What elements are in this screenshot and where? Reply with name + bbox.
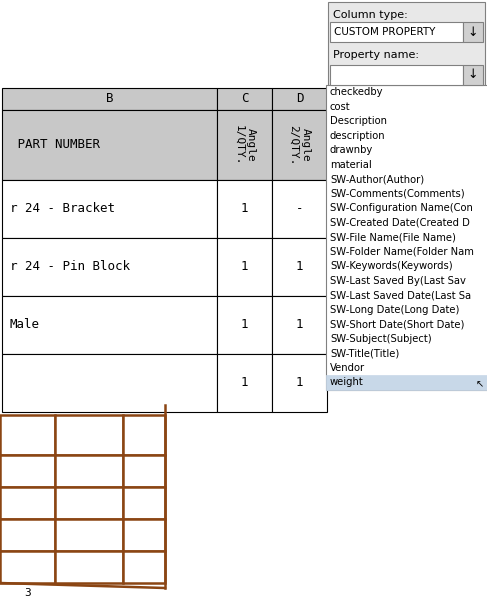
Bar (0, 487, 55, 519)
Text: PART NUMBER: PART NUMBER (10, 139, 100, 151)
Bar (55, 487, 123, 519)
Text: SW-File Name(File Name): SW-File Name(File Name) (330, 232, 456, 242)
Text: 1: 1 (241, 202, 248, 215)
Text: 3: 3 (24, 588, 31, 598)
Text: SW-Author(Author): SW-Author(Author) (330, 174, 424, 184)
Bar (0, 415, 55, 455)
Bar (2, 110, 217, 180)
Bar (272, 238, 327, 296)
Bar (2, 296, 217, 354)
Bar (272, 354, 327, 412)
Text: r 24 - Bracket: r 24 - Bracket (10, 202, 115, 215)
Bar (55, 415, 123, 455)
Text: B: B (106, 92, 113, 106)
Text: weight: weight (330, 377, 364, 387)
Text: C: C (241, 92, 248, 106)
Bar (2, 354, 217, 412)
Bar (123, 455, 165, 487)
Text: SW-Title(Title): SW-Title(Title) (330, 348, 399, 358)
Text: MAI H
4e: MAI H 4e (133, 528, 155, 542)
Text: ngle
/QTY.: ngle /QTY. (12, 424, 43, 446)
Bar (2, 88, 217, 110)
Text: ↓: ↓ (468, 26, 478, 38)
Text: description: description (330, 131, 386, 140)
Text: ↖: ↖ (476, 379, 484, 389)
Text: SW-Created Date(Created D: SW-Created Date(Created D (330, 218, 470, 228)
Text: cost: cost (330, 102, 351, 112)
Bar (463, 65, 483, 85)
Text: SW-Subject(Subject): SW-Subject(Subject) (330, 334, 431, 344)
Bar (55, 551, 123, 583)
Text: SW-Long Date(Long Date): SW-Long Date(Long Date) (330, 305, 459, 315)
Text: 1: 1 (296, 319, 303, 331)
Bar (217, 88, 272, 110)
Bar (2, 180, 217, 238)
Text: material: material (330, 160, 372, 170)
Text: 0.065: 0.065 (71, 528, 107, 542)
Bar (328, 2, 485, 92)
Bar (326, 375, 487, 390)
Bar (0, 519, 55, 551)
Bar (217, 180, 272, 238)
Text: 1: 1 (241, 319, 248, 331)
Text: SW-Folder Name(Folder Nam: SW-Folder Name(Folder Nam (330, 247, 474, 257)
Bar (330, 65, 463, 85)
Text: 1: 1 (296, 376, 303, 390)
Text: 1: 1 (241, 376, 248, 390)
Bar (330, 22, 463, 42)
Bar (123, 551, 165, 583)
Text: 1: 1 (24, 465, 31, 477)
Text: Angle
2/QTY.: Angle 2/QTY. (289, 125, 310, 165)
Text: Property name:: Property name: (333, 50, 419, 60)
Text: checkedby: checkedby (330, 88, 383, 97)
Bar (326, 85, 487, 390)
Text: D: D (296, 92, 303, 106)
Text: 0.030: 0.030 (71, 497, 107, 510)
Text: r 24 - Pin Block: r 24 - Pin Block (10, 260, 130, 274)
Text: SW-Configuration Name(Con: SW-Configuration Name(Con (330, 203, 473, 213)
Bar (272, 296, 327, 354)
Bar (55, 455, 123, 487)
Text: 2: 2 (24, 528, 31, 542)
Text: C.
Dr: C. Dr (139, 421, 149, 441)
Text: Male: Male (10, 319, 40, 331)
Bar (272, 110, 327, 180)
Text: SW-Short Date(Short Date): SW-Short Date(Short Date) (330, 319, 465, 330)
Text: 1: 1 (296, 260, 303, 274)
Bar (2, 238, 217, 296)
Bar (217, 238, 272, 296)
Text: Angle
1/QTY.: Angle 1/QTY. (234, 125, 255, 165)
Text: -: - (296, 202, 303, 215)
Bar (463, 22, 483, 42)
Text: A
DRAW
Align: A DRAW Align (133, 461, 155, 481)
Text: Weight: Weight (69, 430, 109, 440)
Text: Column type:: Column type: (333, 10, 408, 20)
Text: SW-Keywords(Keywords): SW-Keywords(Keywords) (330, 261, 452, 271)
Bar (123, 487, 165, 519)
Text: 1: 1 (241, 260, 248, 274)
Bar (55, 519, 123, 551)
Text: Vendor: Vendor (330, 363, 365, 373)
Bar (123, 415, 165, 455)
Text: 3: 3 (24, 561, 31, 573)
Bar (272, 180, 327, 238)
Bar (217, 110, 272, 180)
Bar (272, 88, 327, 110)
Text: SW-Last Saved Date(Last Sa: SW-Last Saved Date(Last Sa (330, 290, 471, 300)
Text: Description: Description (330, 116, 387, 126)
Bar (123, 519, 165, 551)
Bar (217, 354, 272, 412)
Text: drawnby: drawnby (330, 145, 373, 155)
Text: 1: 1 (24, 497, 31, 510)
Bar (0, 455, 55, 487)
Text: SW-Comments(Comments): SW-Comments(Comments) (330, 188, 465, 199)
Bar (217, 296, 272, 354)
Text: ↓: ↓ (468, 69, 478, 81)
Text: SW-Last Saved By(Last Sav: SW-Last Saved By(Last Sav (330, 276, 466, 286)
Text: CHK
You: CHK You (138, 497, 150, 510)
Text: 0.001: 0.001 (71, 561, 107, 573)
Text: CUSTOM PROPERTY: CUSTOM PROPERTY (334, 27, 435, 37)
Text: 0.115: 0.115 (71, 465, 107, 477)
Bar (0, 551, 55, 583)
